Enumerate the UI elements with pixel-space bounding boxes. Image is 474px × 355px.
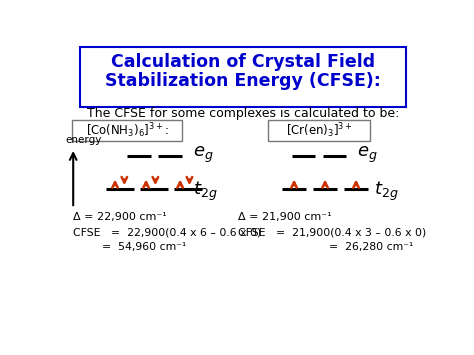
Text: [Co(NH$_3$)$_6$]$^{3+}$:: [Co(NH$_3$)$_6$]$^{3+}$: (86, 121, 169, 140)
Text: Δ = 22,900 cm⁻¹: Δ = 22,900 cm⁻¹ (73, 212, 167, 222)
Text: $t_{2g}$: $t_{2g}$ (192, 180, 217, 203)
Text: Δ = 21,900 cm⁻¹: Δ = 21,900 cm⁻¹ (237, 212, 331, 222)
Text: energy: energy (65, 135, 102, 145)
Text: Calculation of Crystal Field: Calculation of Crystal Field (111, 53, 375, 71)
Text: =  26,280 cm⁻¹: = 26,280 cm⁻¹ (329, 242, 413, 252)
Text: $e_g$: $e_g$ (192, 145, 213, 165)
Text: =  54,960 cm⁻¹: = 54,960 cm⁻¹ (102, 242, 186, 252)
FancyBboxPatch shape (80, 47, 406, 107)
FancyBboxPatch shape (73, 120, 182, 141)
Text: $t_{2g}$: $t_{2g}$ (374, 180, 399, 203)
Text: CFSE   =  22,900(0.4 x 6 – 0.6 x 0): CFSE = 22,900(0.4 x 6 – 0.6 x 0) (73, 227, 262, 237)
Text: [Cr(en)$_3$]$^{3+}$: [Cr(en)$_3$]$^{3+}$ (285, 121, 352, 140)
Text: Stabilization Energy (CFSE):: Stabilization Energy (CFSE): (105, 72, 381, 90)
Text: CFSE   =  21,900(0.4 x 3 – 0.6 x 0): CFSE = 21,900(0.4 x 3 – 0.6 x 0) (237, 227, 426, 237)
Text: $e_g$: $e_g$ (357, 145, 377, 165)
Text: The CFSE for some complexes is calculated to be:: The CFSE for some complexes is calculate… (87, 107, 399, 120)
FancyBboxPatch shape (268, 120, 370, 141)
